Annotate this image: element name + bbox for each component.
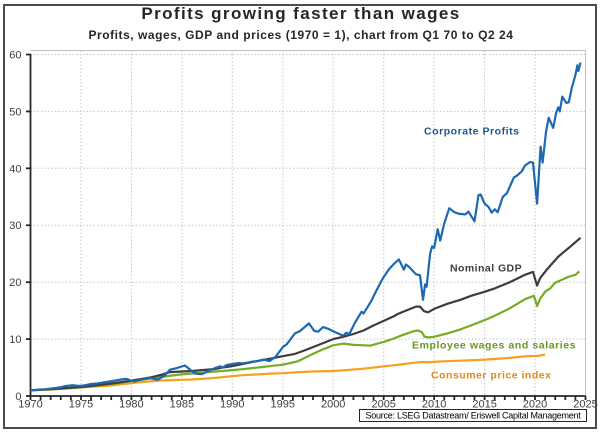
svg-text:10: 10	[9, 334, 21, 346]
svg-text:1990: 1990	[220, 399, 244, 411]
svg-text:2020: 2020	[523, 399, 547, 411]
svg-text:Corporate Profits: Corporate Profits	[424, 126, 520, 138]
svg-text:30: 30	[9, 220, 21, 232]
svg-text:2025: 2025	[573, 399, 597, 411]
svg-text:1985: 1985	[170, 399, 194, 411]
svg-text:40: 40	[9, 163, 21, 175]
svg-text:2015: 2015	[472, 399, 496, 411]
svg-text:Profits growing faster than wa: Profits growing faster than wages	[141, 4, 460, 23]
svg-text:Profits, wages, GDP and prices: Profits, wages, GDP and prices (1970 = 1…	[89, 28, 514, 42]
svg-text:Employee wages and salaries: Employee wages and salaries	[412, 339, 576, 351]
svg-text:50: 50	[9, 106, 21, 118]
svg-text:1975: 1975	[69, 399, 93, 411]
svg-text:1980: 1980	[119, 399, 143, 411]
svg-text:2005: 2005	[371, 399, 395, 411]
svg-text:1970: 1970	[18, 399, 42, 411]
svg-text:Source: LSEG Datastream/ Erisw: Source: LSEG Datastream/ Eriswell Capita…	[365, 410, 581, 420]
svg-text:20: 20	[9, 277, 21, 289]
svg-text:2000: 2000	[321, 399, 345, 411]
svg-text:1995: 1995	[271, 399, 295, 411]
svg-text:60: 60	[9, 50, 21, 62]
svg-text:Nominal GDP: Nominal GDP	[450, 262, 522, 274]
svg-text:Consumer price index: Consumer price index	[431, 370, 551, 382]
svg-text:2010: 2010	[422, 399, 446, 411]
svg-text:0: 0	[15, 391, 21, 403]
